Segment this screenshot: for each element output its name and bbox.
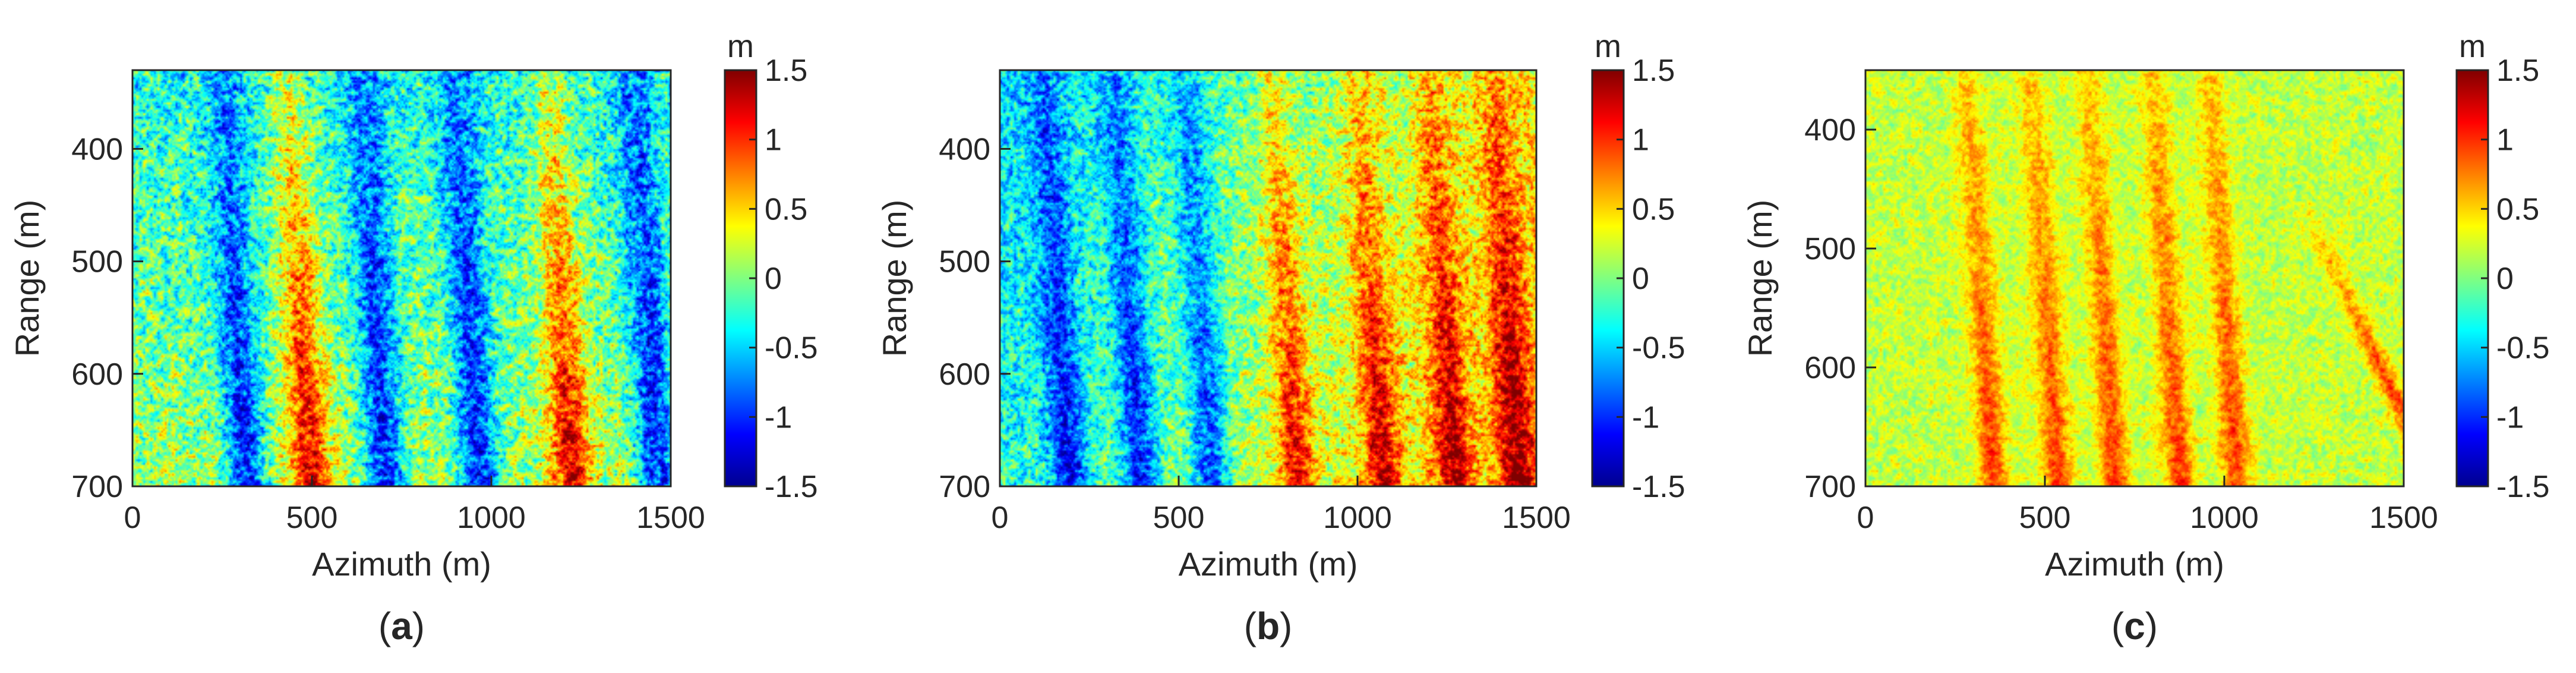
y-tick-label: 400 — [71, 132, 123, 166]
colorbar-tick-label: -1 — [1632, 400, 1659, 435]
panel-label-open: ( — [2111, 605, 2124, 647]
y-tick-label: 500 — [939, 245, 990, 279]
x-tick-label: 0 — [992, 501, 1009, 535]
colorbar-tick-label: -0.5 — [1632, 331, 1685, 366]
colorbar-unit-label: m — [727, 29, 754, 64]
y-tick-label: 600 — [1804, 351, 1856, 385]
panel-label-letter: a — [391, 605, 412, 647]
x-tick-label: 1500 — [1502, 501, 1571, 535]
colorbar-tick-label: -1 — [2496, 400, 2524, 435]
panel-label: (c) — [2111, 605, 2158, 647]
axes-frame-a — [131, 69, 672, 488]
y-tick-label: 400 — [939, 132, 990, 166]
colorbar-tick-label: 1 — [2496, 123, 2514, 158]
colorbar-tick-label: 1.5 — [765, 54, 807, 88]
y-axis-title: Range (m) — [8, 200, 46, 357]
x-tick-label: 1000 — [457, 501, 526, 535]
colorbar-tick-label: -1.5 — [765, 470, 818, 504]
colorbar-tick-label: -1.5 — [1632, 470, 1685, 504]
colorbar-tick-label: 0 — [1632, 262, 1649, 296]
colorbar-tick-label: 1 — [765, 123, 782, 158]
colorbar-tick-label: 0 — [765, 262, 782, 296]
x-axis-title: Azimuth (m) — [312, 545, 491, 583]
y-tick-label: 500 — [1804, 232, 1856, 266]
colorbar-tick-label: 1.5 — [2496, 54, 2539, 88]
panel-label-close: ) — [1280, 605, 1292, 647]
x-tick-label: 1000 — [2190, 501, 2259, 535]
heatmap-field-a — [132, 70, 671, 486]
panel-label: (a) — [378, 605, 425, 647]
colorbar-unit-label: m — [2459, 29, 2486, 64]
heatmap-field-b — [1000, 70, 1536, 486]
colorbar-tick-label: -0.5 — [765, 331, 818, 366]
y-tick-label: 700 — [939, 470, 990, 504]
x-axis-title: Azimuth (m) — [1179, 545, 1358, 583]
y-tick-label: 400 — [1804, 113, 1856, 147]
y-tick-label: 700 — [71, 470, 123, 504]
x-tick-label: 1000 — [1323, 501, 1392, 535]
colorbar-tick-label: 0.5 — [765, 192, 807, 227]
x-tick-label: 500 — [2019, 501, 2071, 535]
panel-label-letter: b — [1257, 605, 1280, 647]
x-tick-label: 1500 — [636, 501, 705, 535]
panel-label-close: ) — [2145, 605, 2158, 647]
axes-frame-b — [999, 69, 1538, 488]
x-tick-label: 0 — [1857, 501, 1874, 535]
colorbar-tick-label: 1.5 — [1632, 54, 1675, 88]
panel-label: (b) — [1244, 605, 1293, 647]
colorbar-tick-label: -1.5 — [2496, 470, 2550, 504]
y-tick-label: 600 — [71, 357, 123, 392]
colorbar-tick-label: -1 — [765, 400, 792, 435]
colorbar-unit-label: m — [1595, 29, 1621, 64]
axes-frame-c — [1864, 69, 2405, 488]
colorbar-tick-label: 0.5 — [2496, 192, 2539, 227]
panel-label-open: ( — [378, 605, 391, 647]
x-tick-label: 0 — [124, 501, 141, 535]
heatmap-field-c — [1865, 70, 2404, 486]
panel-label-close: ) — [412, 605, 425, 647]
colorbar-tick-label: 1 — [1632, 123, 1649, 158]
x-axis-title: Azimuth (m) — [2045, 545, 2224, 583]
y-axis-title: Range (m) — [876, 200, 913, 357]
panel-label-open: ( — [1244, 605, 1257, 647]
colorbar-tick-label: 0.5 — [1632, 192, 1675, 227]
x-tick-label: 500 — [286, 501, 338, 535]
panel-label-letter: c — [2124, 605, 2145, 647]
y-tick-label: 700 — [1804, 470, 1856, 504]
colorbar-tick-label: -0.5 — [2496, 331, 2550, 366]
colorbar-tick-label: 0 — [2496, 262, 2514, 296]
y-tick-label: 500 — [71, 245, 123, 279]
x-tick-label: 1500 — [2369, 501, 2438, 535]
x-tick-label: 500 — [1153, 501, 1205, 535]
y-tick-label: 600 — [939, 357, 990, 392]
y-axis-title: Range (m) — [1741, 200, 1779, 357]
